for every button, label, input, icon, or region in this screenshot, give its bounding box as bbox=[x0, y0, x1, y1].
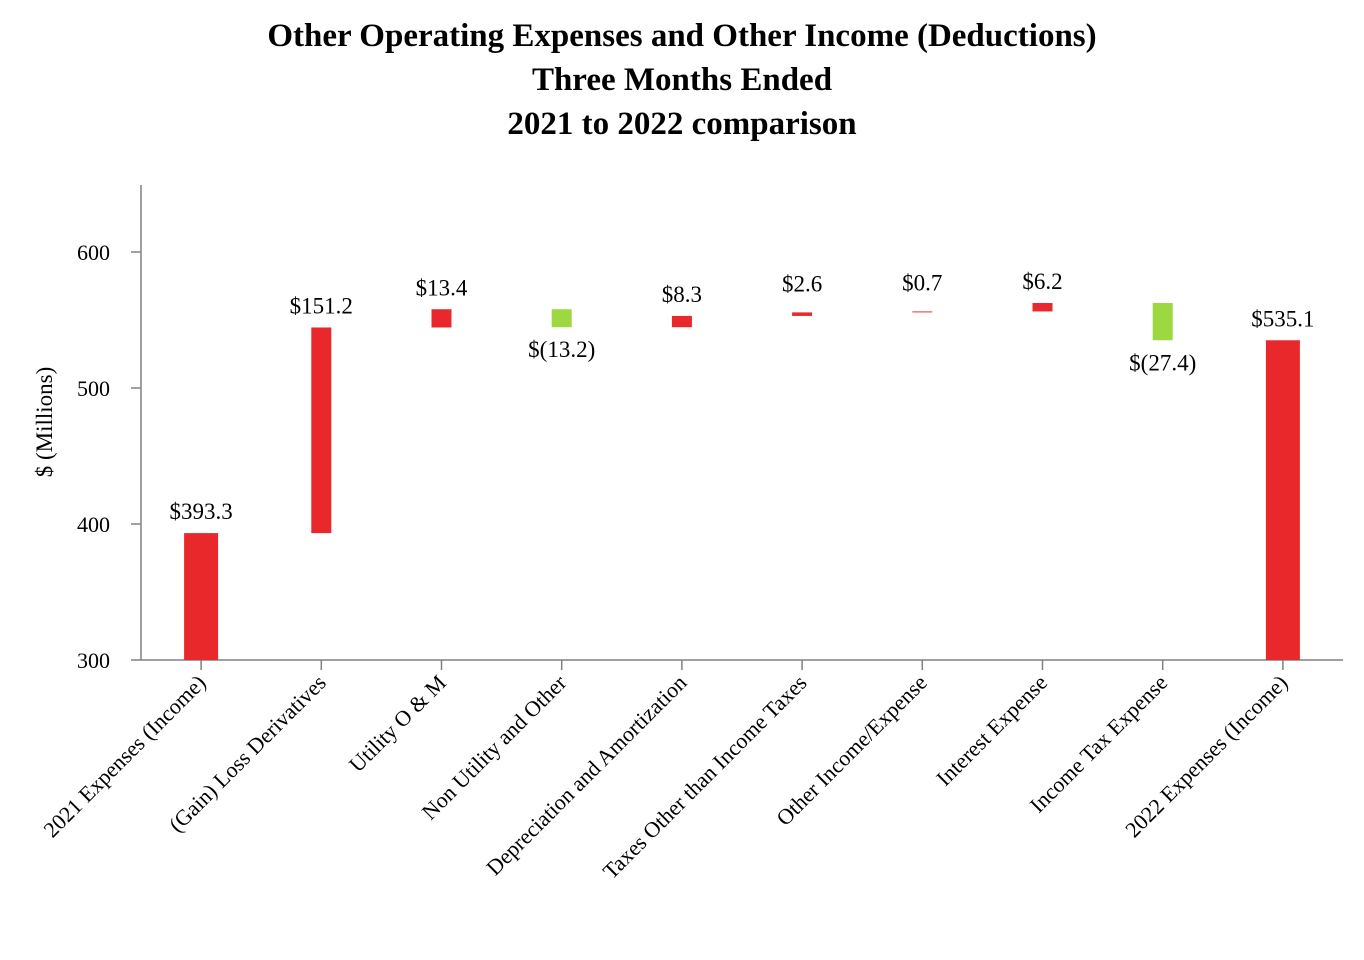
data-label: $8.3 bbox=[662, 282, 702, 307]
bar-total bbox=[184, 533, 219, 660]
y-tick-label: 400 bbox=[77, 512, 110, 537]
bars bbox=[184, 303, 1300, 660]
axes: 300 400 500 600 bbox=[77, 185, 1343, 673]
chart-title-line-2: Three Months Ended bbox=[531, 62, 833, 98]
data-label: $151.2 bbox=[290, 293, 353, 318]
bar-increase bbox=[792, 312, 813, 316]
data-label: $2.6 bbox=[782, 271, 822, 296]
bar-decrease bbox=[551, 309, 572, 328]
x-category-label: Utility O & M bbox=[344, 670, 451, 777]
x-category-label: Interest Expense bbox=[931, 670, 1052, 791]
data-label: $393.3 bbox=[169, 499, 232, 524]
bar-increase bbox=[1032, 303, 1053, 312]
bar-increase bbox=[431, 309, 452, 328]
x-category-label: Taxes Other than Income Taxes bbox=[598, 670, 812, 884]
data-label: $6.2 bbox=[1022, 269, 1062, 294]
y-tick-label: 300 bbox=[77, 648, 110, 673]
data-label: $0.7 bbox=[902, 270, 942, 295]
bar-decrease bbox=[1152, 303, 1173, 341]
data-label: $(13.2) bbox=[528, 337, 595, 362]
bar-total bbox=[1265, 340, 1300, 660]
y-tick-label: 500 bbox=[77, 376, 110, 401]
bar-increase bbox=[311, 327, 332, 534]
category-labels: 2021 Expenses (Income)(Gain) Loss Deriva… bbox=[38, 669, 1292, 883]
chart-title: Other Operating Expenses and Other Incom… bbox=[0, 14, 1364, 146]
data-labels: $393.3 $151.2 $13.4 $(13.2) $8.3 $2.6 $0.7 $6.2… bbox=[169, 269, 1314, 524]
bar-increase bbox=[912, 311, 933, 313]
y-axis-label: $ (Millions) bbox=[32, 367, 57, 478]
data-label: $535.1 bbox=[1251, 306, 1314, 331]
y-tick-label: 600 bbox=[77, 240, 110, 265]
chart-title-line-1: Other Operating Expenses and Other Incom… bbox=[267, 18, 1097, 54]
data-label: $13.4 bbox=[416, 275, 468, 300]
bar-increase bbox=[671, 315, 692, 328]
chart-title-line-3: 2021 to 2022 comparison bbox=[507, 106, 857, 142]
x-category-label: Depreciation and Amortization bbox=[481, 670, 691, 880]
data-label: $(27.4) bbox=[1129, 350, 1196, 375]
